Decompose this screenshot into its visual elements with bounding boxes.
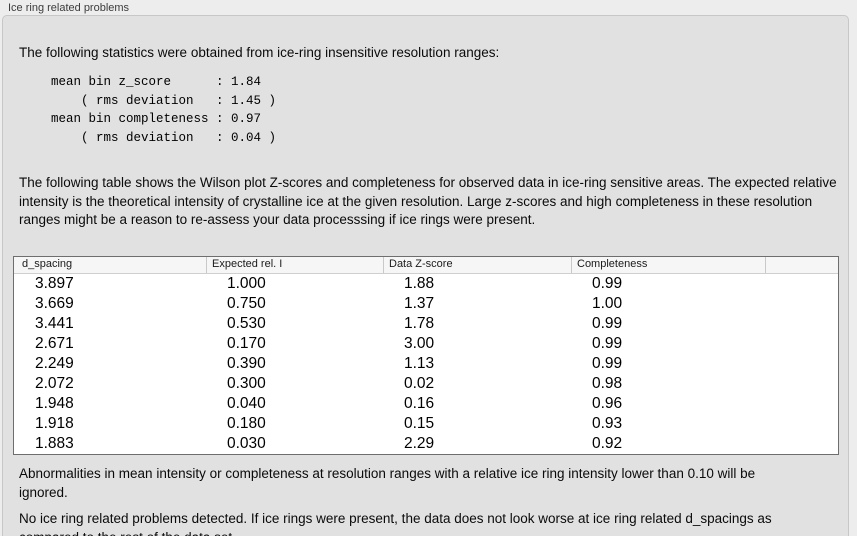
table-cell: 0.99: [592, 315, 623, 332]
table-cell: 0.99: [592, 355, 623, 372]
table-description-text: The following table shows the Wilson plo…: [19, 175, 837, 228]
table-cell: 0.040: [227, 395, 266, 412]
table-row[interactable]: 2.072 0.300 0.02 0.98: [14, 374, 838, 394]
table-cell: [765, 294, 838, 314]
table-cell: 1.00: [592, 295, 623, 312]
table-cell: 1.37: [404, 295, 435, 312]
table-cell: 0.030: [227, 435, 266, 452]
table-cell: [765, 314, 838, 334]
table-cell: 0.750: [227, 295, 266, 312]
table-cell: [765, 394, 838, 414]
table-cell: 0.92: [592, 435, 623, 452]
table-cell: 1.13: [404, 355, 435, 372]
table-cell: 1.883: [35, 435, 74, 452]
table-row[interactable]: 1.918 0.180 0.15 0.93: [14, 414, 838, 434]
table-row[interactable]: 3.669 0.750 1.37 1.00: [14, 294, 838, 314]
ice-ring-group-box: The following statistics were obtained f…: [2, 15, 849, 536]
panel-title: Ice ring related problems: [8, 2, 130, 14]
table-cell: 0.390: [227, 355, 266, 372]
column-header-d-spacing[interactable]: d_spacing: [22, 258, 73, 270]
table-cell: [765, 334, 838, 354]
table-row[interactable]: 3.897 1.000 1.88 0.99: [14, 274, 838, 294]
table-cell: 2.29: [404, 435, 435, 452]
column-header-empty: [765, 257, 838, 273]
table-cell: 2.671: [35, 335, 74, 352]
conclusion-text: No ice ring related problems detected. I…: [19, 511, 772, 536]
table-row[interactable]: 2.249 0.390 1.13 0.99: [14, 354, 838, 374]
table-cell: 1.000: [227, 275, 266, 292]
table-cell: [765, 374, 838, 394]
column-header-completeness[interactable]: Completeness: [571, 257, 765, 273]
table-row[interactable]: 3.441 0.530 1.78 0.99: [14, 314, 838, 334]
table-row[interactable]: 1.948 0.040 0.16 0.96: [14, 394, 838, 414]
table-cell: [765, 274, 838, 294]
table-cell: 0.15: [404, 415, 435, 432]
table-cell: 0.99: [592, 335, 623, 352]
table-row[interactable]: 1.883 0.030 2.29 0.92: [14, 434, 838, 454]
stats-intro-text: The following statistics were obtained f…: [19, 45, 500, 60]
table-cell: 3.00: [404, 335, 435, 352]
table-cell: 0.02: [404, 375, 435, 392]
column-header-data-z-score[interactable]: Data Z-score: [383, 257, 571, 273]
table-row[interactable]: 2.671 0.170 3.00 0.99: [14, 334, 838, 354]
column-header-expected-rel-i[interactable]: Expected rel. I: [206, 257, 383, 273]
table-cell: 1.88: [404, 275, 435, 292]
table-cell: [765, 434, 838, 454]
table-cell: 0.99: [592, 275, 623, 292]
table-cell: 3.669: [35, 295, 74, 312]
stats-block: mean bin z_score : 1.84 ( rms deviation …: [51, 75, 277, 145]
table-cell: 3.441: [35, 315, 74, 332]
table-body: 3.897 1.000 1.88 0.99 3.669 0.750 1.37 1…: [14, 274, 838, 454]
table-cell: 0.96: [592, 395, 623, 412]
table-header-row: d_spacing Expected rel. I Data Z-score C…: [14, 257, 838, 274]
table-cell: 2.249: [35, 355, 74, 372]
table-cell: 1.948: [35, 395, 74, 412]
table-cell: 2.072: [35, 375, 74, 392]
table-cell: 1.78: [404, 315, 435, 332]
table-cell: 3.897: [35, 275, 74, 292]
table-cell: 0.180: [227, 415, 266, 432]
table-cell: 0.170: [227, 335, 266, 352]
table-cell: 0.300: [227, 375, 266, 392]
table-cell: [765, 354, 838, 374]
table-cell: 0.93: [592, 415, 623, 432]
ice-ring-table[interactable]: d_spacing Expected rel. I Data Z-score C…: [13, 256, 839, 455]
table-cell: [765, 414, 838, 434]
table-cell: 0.98: [592, 375, 623, 392]
table-cell: 0.530: [227, 315, 266, 332]
ignore-note-text: Abnormalities in mean intensity or compl…: [19, 466, 756, 500]
table-cell: 0.16: [404, 395, 435, 412]
table-cell: 1.918: [35, 415, 74, 432]
